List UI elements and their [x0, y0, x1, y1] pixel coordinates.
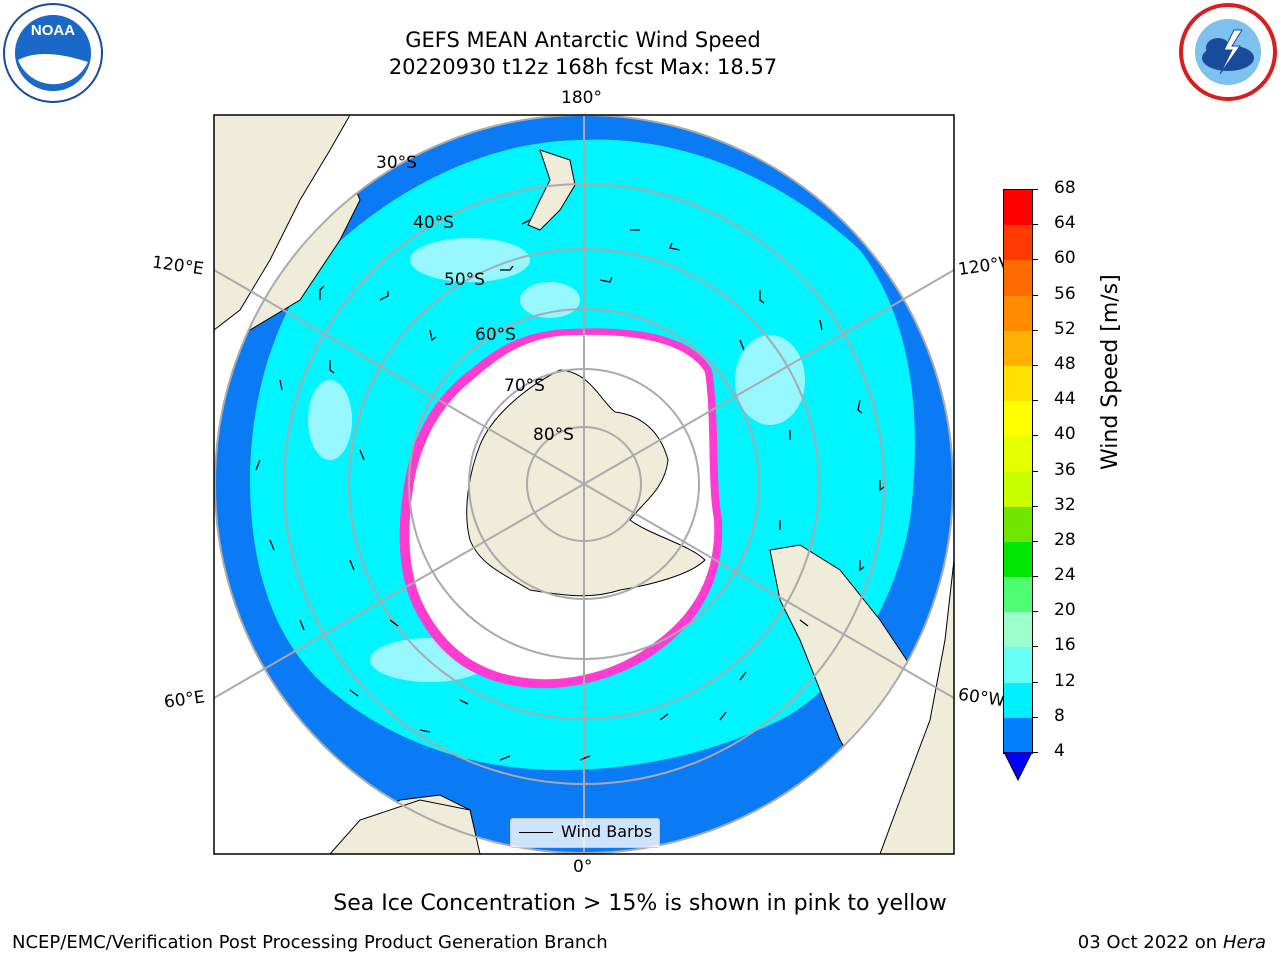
colorbar-tick-label: 44	[1054, 389, 1076, 410]
colorbar-segment	[1004, 401, 1032, 437]
lat-label-50s: 50°S	[444, 270, 485, 290]
light-patch	[308, 380, 352, 460]
nws-logo	[1179, 3, 1277, 101]
map-legend: Wind Barbs	[510, 818, 660, 848]
colorbar-tick-label: 28	[1054, 529, 1076, 550]
lon-label-180: 180°	[561, 88, 602, 108]
colorbar-tick-mark	[1032, 400, 1038, 402]
colorbar-segment	[1004, 330, 1032, 366]
footer-date-text: 03 Oct 2022 on	[1077, 932, 1223, 953]
chart-title: GEFS MEAN Antarctic Wind Speed	[405, 28, 761, 52]
colorbar-segment	[1004, 225, 1032, 261]
colorbar-tick-label: 24	[1054, 565, 1076, 586]
colorbar-tick-mark	[1032, 189, 1038, 190]
colorbar-tick-mark	[1032, 435, 1038, 437]
colorbar-segment	[1004, 436, 1032, 472]
colorbar-tick-label: 48	[1054, 353, 1076, 374]
colorbar-segment	[1004, 190, 1032, 226]
colorbar-tick-mark	[1032, 576, 1038, 578]
colorbar-tick-mark	[1032, 259, 1038, 261]
colorbar-segment	[1004, 295, 1032, 331]
colorbar-segment	[1004, 577, 1032, 613]
lat-label-70s: 70°S	[504, 376, 545, 396]
footer-date: 03 Oct 2022 on Hera	[1078, 932, 1266, 953]
colorbar-tick-label: 20	[1054, 600, 1076, 621]
legend-line	[519, 832, 553, 833]
colorbar-tick-mark	[1032, 329, 1038, 331]
colorbar-tick-label: 64	[1054, 213, 1076, 234]
colorbar-segment	[1004, 541, 1032, 578]
sea-ice-note: Sea Ice Concentration > 15% is shown in …	[333, 891, 947, 916]
light-patch	[410, 238, 530, 282]
colorbar-tick-mark	[1032, 716, 1038, 718]
colorbar-tick-label: 8	[1054, 705, 1065, 726]
colorbar-tick-mark	[1032, 364, 1038, 366]
colorbar-segment	[1004, 682, 1032, 718]
colorbar-segment	[1004, 506, 1032, 542]
colorbar-tick-label: 12	[1054, 670, 1076, 691]
colorbar-tick-mark	[1032, 540, 1038, 542]
south-america-corner	[879, 559, 954, 854]
noaa-logo-text: NOAA	[31, 22, 75, 39]
legend-label: Wind Barbs	[561, 822, 653, 841]
footer-branch: NCEP/EMC/Verification Post Processing Pr…	[12, 932, 608, 953]
colorbar	[1003, 189, 1033, 754]
lat-label-80s: 80°S	[533, 425, 574, 445]
noaa-logo: NOAA	[3, 3, 103, 103]
colorbar-tick-mark	[1032, 224, 1038, 226]
lat-label-40s: 40°S	[413, 213, 454, 233]
colorbar-tick-mark	[1032, 505, 1038, 507]
madagascar-land	[215, 764, 301, 831]
colorbar-tick-label: 36	[1054, 459, 1076, 480]
colorbar-segment	[1004, 612, 1032, 648]
map-frame	[213, 114, 955, 855]
colorbar-tick-mark	[1032, 646, 1038, 648]
colorbar-segment	[1004, 717, 1032, 753]
lat-label-30s: 30°S	[376, 153, 417, 173]
light-patch	[735, 335, 805, 425]
colorbar-segment	[1004, 647, 1032, 683]
colorbar-tick-mark	[1032, 611, 1038, 613]
colorbar-segment	[1004, 260, 1032, 296]
colorbar-tick-label: 68	[1054, 178, 1076, 198]
chart-subtitle: 20220930 t12z 168h fcst Max: 18.57	[388, 55, 778, 79]
meridians	[214, 115, 954, 854]
colorbar-segment	[1004, 471, 1032, 507]
colorbar-tick-label: 60	[1054, 248, 1076, 269]
wind-barbs	[255, 219, 885, 761]
colorbar-tick-label: 16	[1054, 635, 1076, 656]
lon-label-0: 0°	[573, 857, 593, 877]
australia-corner	[214, 115, 351, 331]
footer-machine: Hera	[1222, 932, 1266, 953]
colorbar-tick-label: 40	[1054, 424, 1076, 445]
colorbar-segment	[1004, 365, 1032, 402]
africa-corner	[329, 799, 481, 854]
colorbar-tick-label: 32	[1054, 494, 1076, 515]
colorbar-tick-mark	[1032, 294, 1038, 296]
colorbar-tick-mark	[1032, 470, 1038, 472]
colorbar-tick-label: 56	[1054, 283, 1076, 304]
colorbar-tick-label: 52	[1054, 318, 1076, 339]
lat-label-60s: 60°S	[475, 325, 516, 345]
light-patch	[520, 282, 580, 318]
colorbar-extend-arrow	[1003, 752, 1033, 782]
colorbar-tick-mark	[1032, 681, 1038, 683]
colorbar-tick-mark	[1032, 752, 1038, 753]
colorbar-tick-label: 4	[1054, 741, 1065, 761]
colorbar-label: Wind Speed [m/s]	[1098, 274, 1123, 470]
